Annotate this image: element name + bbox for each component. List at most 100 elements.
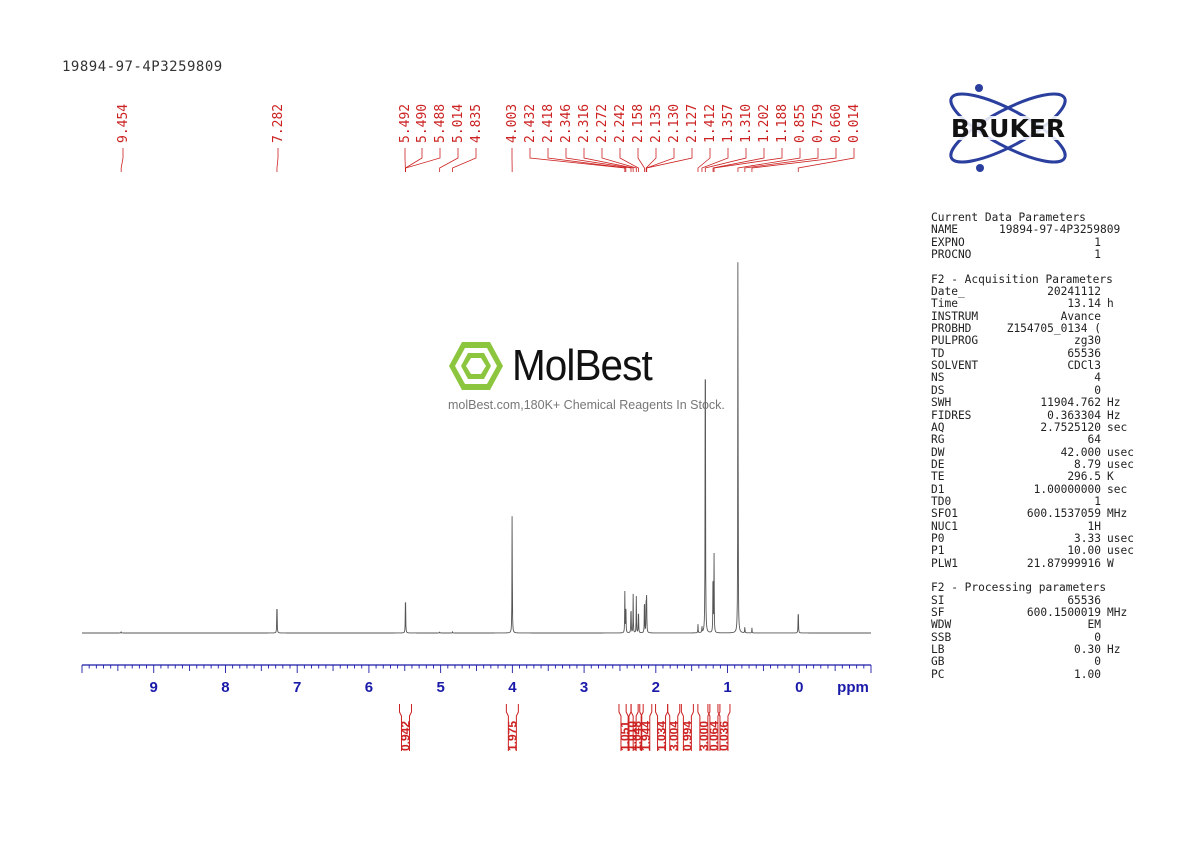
- x-axis: 9 8 7 6 5 4 3 2 1 0 ppm: [81, 664, 872, 696]
- x-tick-label: 2: [652, 679, 660, 696]
- parameter-row: NUC1 1H: [931, 519, 1134, 533]
- parameter-row: DW 42.000 usec: [931, 446, 1134, 459]
- peak-label: 5.490: [415, 104, 430, 143]
- parameter-row: TE 296.5 K: [931, 470, 1134, 484]
- x-tick-label: 6: [365, 679, 373, 696]
- parameter-row: LB 0.30 Hz: [931, 643, 1134, 657]
- peak-label-leader: [276, 148, 279, 172]
- parameter-row: P1 10.00 usec: [931, 544, 1134, 558]
- parameter-unit: usec: [1107, 531, 1134, 545]
- parameter-key: PC: [931, 667, 945, 681]
- spectrum-trace-layer: [82, 262, 871, 634]
- parameter-value: 4: [1094, 371, 1101, 385]
- parameter-row: P0 3.33 usec: [931, 531, 1134, 545]
- integral-bracket: [505, 704, 519, 751]
- acquisition-parameters-panel: Current Data Parameters NAME 19894-97-4P32…: [931, 211, 1134, 681]
- parameter-value: 13.14: [1067, 297, 1101, 311]
- parameter-row: PLW1 21.87999916 W: [931, 556, 1134, 570]
- parameter-unit: MHz: [1107, 507, 1128, 521]
- peak-label: 5.014: [451, 104, 466, 143]
- parameter-row: PROCNO 1: [931, 248, 1134, 262]
- parameter-row: TD0 1: [931, 495, 1134, 508]
- peak-label-leader: [439, 148, 459, 172]
- parameter-value: 296.5: [1067, 470, 1101, 484]
- parameter-value: 1: [1094, 235, 1101, 249]
- x-tick-label: 3: [580, 679, 588, 696]
- peak-label: 2.242: [613, 104, 628, 143]
- parameter-key: PROBHD: [931, 322, 972, 336]
- parameter-value: zg30: [1074, 334, 1101, 348]
- peak-label-leader: [701, 148, 729, 172]
- parameter-value: 1: [1094, 248, 1101, 262]
- parameter-key: AQ: [931, 420, 945, 434]
- parameter-row: SWH 11904.762 Hz: [931, 396, 1134, 410]
- peak-label: 2.127: [685, 104, 700, 143]
- peak-label: 0.660: [829, 104, 844, 143]
- parameter-key: D1: [931, 482, 945, 496]
- parameter-section-title: F2 - Processing parameters: [931, 581, 1107, 595]
- parameter-value: 65536: [1067, 346, 1101, 360]
- parameter-key: LB: [931, 643, 945, 657]
- parameter-value: 1H: [1087, 519, 1101, 533]
- parameter-value: Z154705_0134 (: [1006, 322, 1101, 336]
- parameter-value: EM: [1087, 618, 1101, 632]
- peak-label-leader: [751, 148, 837, 172]
- peak-label: 5.488: [433, 104, 448, 143]
- integral-value: 0.942: [398, 721, 412, 751]
- peak-label: 2.135: [649, 104, 664, 143]
- peak-label-leader: [712, 148, 765, 172]
- watermark-brand: MolBest: [512, 341, 653, 390]
- integral-bracket: [639, 704, 653, 751]
- parameter-value: 10.00: [1067, 544, 1101, 558]
- watermark-tagline: molBest.com,180K+ Chemical Reagents In S…: [448, 398, 725, 412]
- parameter-row: D1 1.00000000 sec: [931, 482, 1134, 496]
- parameter-value: 20241112: [1047, 285, 1101, 299]
- peak-label-leader: [547, 148, 627, 172]
- peak-label-leader: [737, 148, 801, 172]
- parameter-key: GB: [931, 655, 945, 669]
- parameter-value: 19894-97-4P3259809: [999, 223, 1121, 237]
- parameter-row: GB 0: [931, 655, 1134, 669]
- parameter-key: PROCNO: [931, 248, 972, 262]
- peak-label-layer: 9.454 7.282 5.492 5.490 5.488 5.014 4.835 4.003…: [116, 104, 862, 172]
- parameter-row: SOLVENT CDCl3: [931, 359, 1134, 372]
- parameter-row: SSB 0: [931, 631, 1134, 644]
- peak-label: 2.272: [595, 104, 610, 143]
- bruker-logo: BRUKER: [918, 80, 1098, 184]
- x-axis-label: ppm: [837, 679, 869, 696]
- bruker-logo-text: BRUKER: [951, 114, 1065, 143]
- x-tick-label: 5: [436, 679, 444, 696]
- peak-label: 2.346: [559, 104, 574, 143]
- parameter-row: WDW EM: [931, 618, 1134, 632]
- parameter-unit: MHz: [1107, 606, 1128, 619]
- peak-label: 0.855: [793, 104, 808, 143]
- peak-label-leader: [529, 148, 626, 172]
- integral-bracket: [680, 704, 694, 751]
- integral-value: 0.064: [707, 721, 721, 751]
- x-tick-label: 8: [221, 679, 229, 696]
- parameter-value: 1.00: [1074, 667, 1101, 681]
- integral-value: 1.048: [630, 721, 644, 751]
- peak-label-leader: [601, 148, 637, 172]
- parameter-unit: W: [1107, 556, 1114, 570]
- sample-id: 19894-97-4P3259809: [62, 59, 223, 75]
- integral-bracket: [630, 704, 644, 751]
- parameter-value: 600.1537059: [1026, 507, 1101, 521]
- parameter-key: P0: [931, 531, 945, 545]
- parameter-value: 2.7525120: [1040, 420, 1101, 434]
- parameter-key: EXPNO: [931, 235, 965, 249]
- parameter-key: SF: [931, 606, 945, 619]
- parameter-row: RG 64: [931, 433, 1134, 446]
- peak-label: 4.003: [505, 104, 520, 143]
- parameter-row: DS 0: [931, 384, 1134, 397]
- parameter-key: SWH: [931, 396, 952, 410]
- peak-label-leader: [452, 148, 477, 172]
- parameter-section-title: Current Data Parameters: [931, 211, 1086, 224]
- peak-label-leader: [120, 148, 124, 172]
- parameter-value: 21.87999916: [1026, 556, 1101, 570]
- parameter-row: SF 600.1500019 MHz: [931, 606, 1134, 619]
- integral-bracket: [398, 704, 412, 751]
- parameter-key: TE: [931, 470, 945, 484]
- peak-label-leader: [405, 148, 423, 172]
